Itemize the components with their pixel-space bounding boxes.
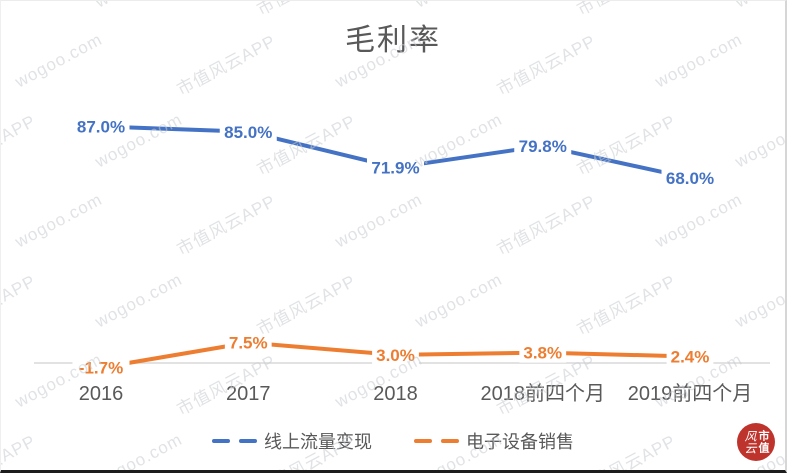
data-label: 71.9% xyxy=(371,158,419,177)
data-label: 7.5% xyxy=(229,334,268,353)
data-label-box xyxy=(72,116,130,137)
data-label: -1.7% xyxy=(79,359,123,378)
x-axis-label: 2018 xyxy=(373,383,418,405)
data-label: 2.4% xyxy=(671,347,710,366)
x-axis-label: 2019前四个月 xyxy=(628,382,753,405)
x-axis-label: 2017 xyxy=(226,383,271,405)
data-label-box xyxy=(219,121,277,142)
legend-dash-icon xyxy=(441,439,459,443)
x-axis-label: 2018前四个月 xyxy=(481,382,606,405)
data-label: 85.0% xyxy=(224,123,272,142)
data-label: 79.8% xyxy=(519,137,567,156)
chart-title: 毛利率 xyxy=(345,24,441,57)
data-label-box xyxy=(661,168,719,189)
legend: 线上流量变现 电子设备销售 xyxy=(1,428,785,454)
data-label-box xyxy=(72,357,130,378)
data-label: 3.8% xyxy=(523,344,562,363)
legend-dash-icon xyxy=(239,439,257,443)
x-axis-label: 2016 xyxy=(79,383,124,405)
data-label: 3.0% xyxy=(376,346,415,365)
legend-label: 线上流量变现 xyxy=(264,432,372,452)
data-label-box xyxy=(514,135,572,156)
data-label-box xyxy=(666,346,714,367)
data-label-box xyxy=(372,344,419,365)
legend-line-marker xyxy=(212,439,257,443)
data-label-box xyxy=(367,157,424,178)
legend-dash-icon xyxy=(414,439,432,443)
logo-plain-chars: 市值 xyxy=(757,430,769,454)
legend-line-marker xyxy=(414,439,459,443)
data-label: 87.0% xyxy=(77,117,125,136)
data-label-box xyxy=(519,342,567,363)
legend-dash-icon xyxy=(212,439,230,443)
data-label-box xyxy=(224,332,272,353)
brand-logo-seal: 风云 市值 xyxy=(737,423,775,461)
data-label: 68.0% xyxy=(666,169,714,188)
logo-script-chars: 风云 xyxy=(743,430,757,454)
legend-item-0: 线上流量变现 xyxy=(212,428,372,454)
legend-item-1: 电子设备销售 xyxy=(414,428,574,454)
legend-label: 电子设备销售 xyxy=(466,432,574,452)
